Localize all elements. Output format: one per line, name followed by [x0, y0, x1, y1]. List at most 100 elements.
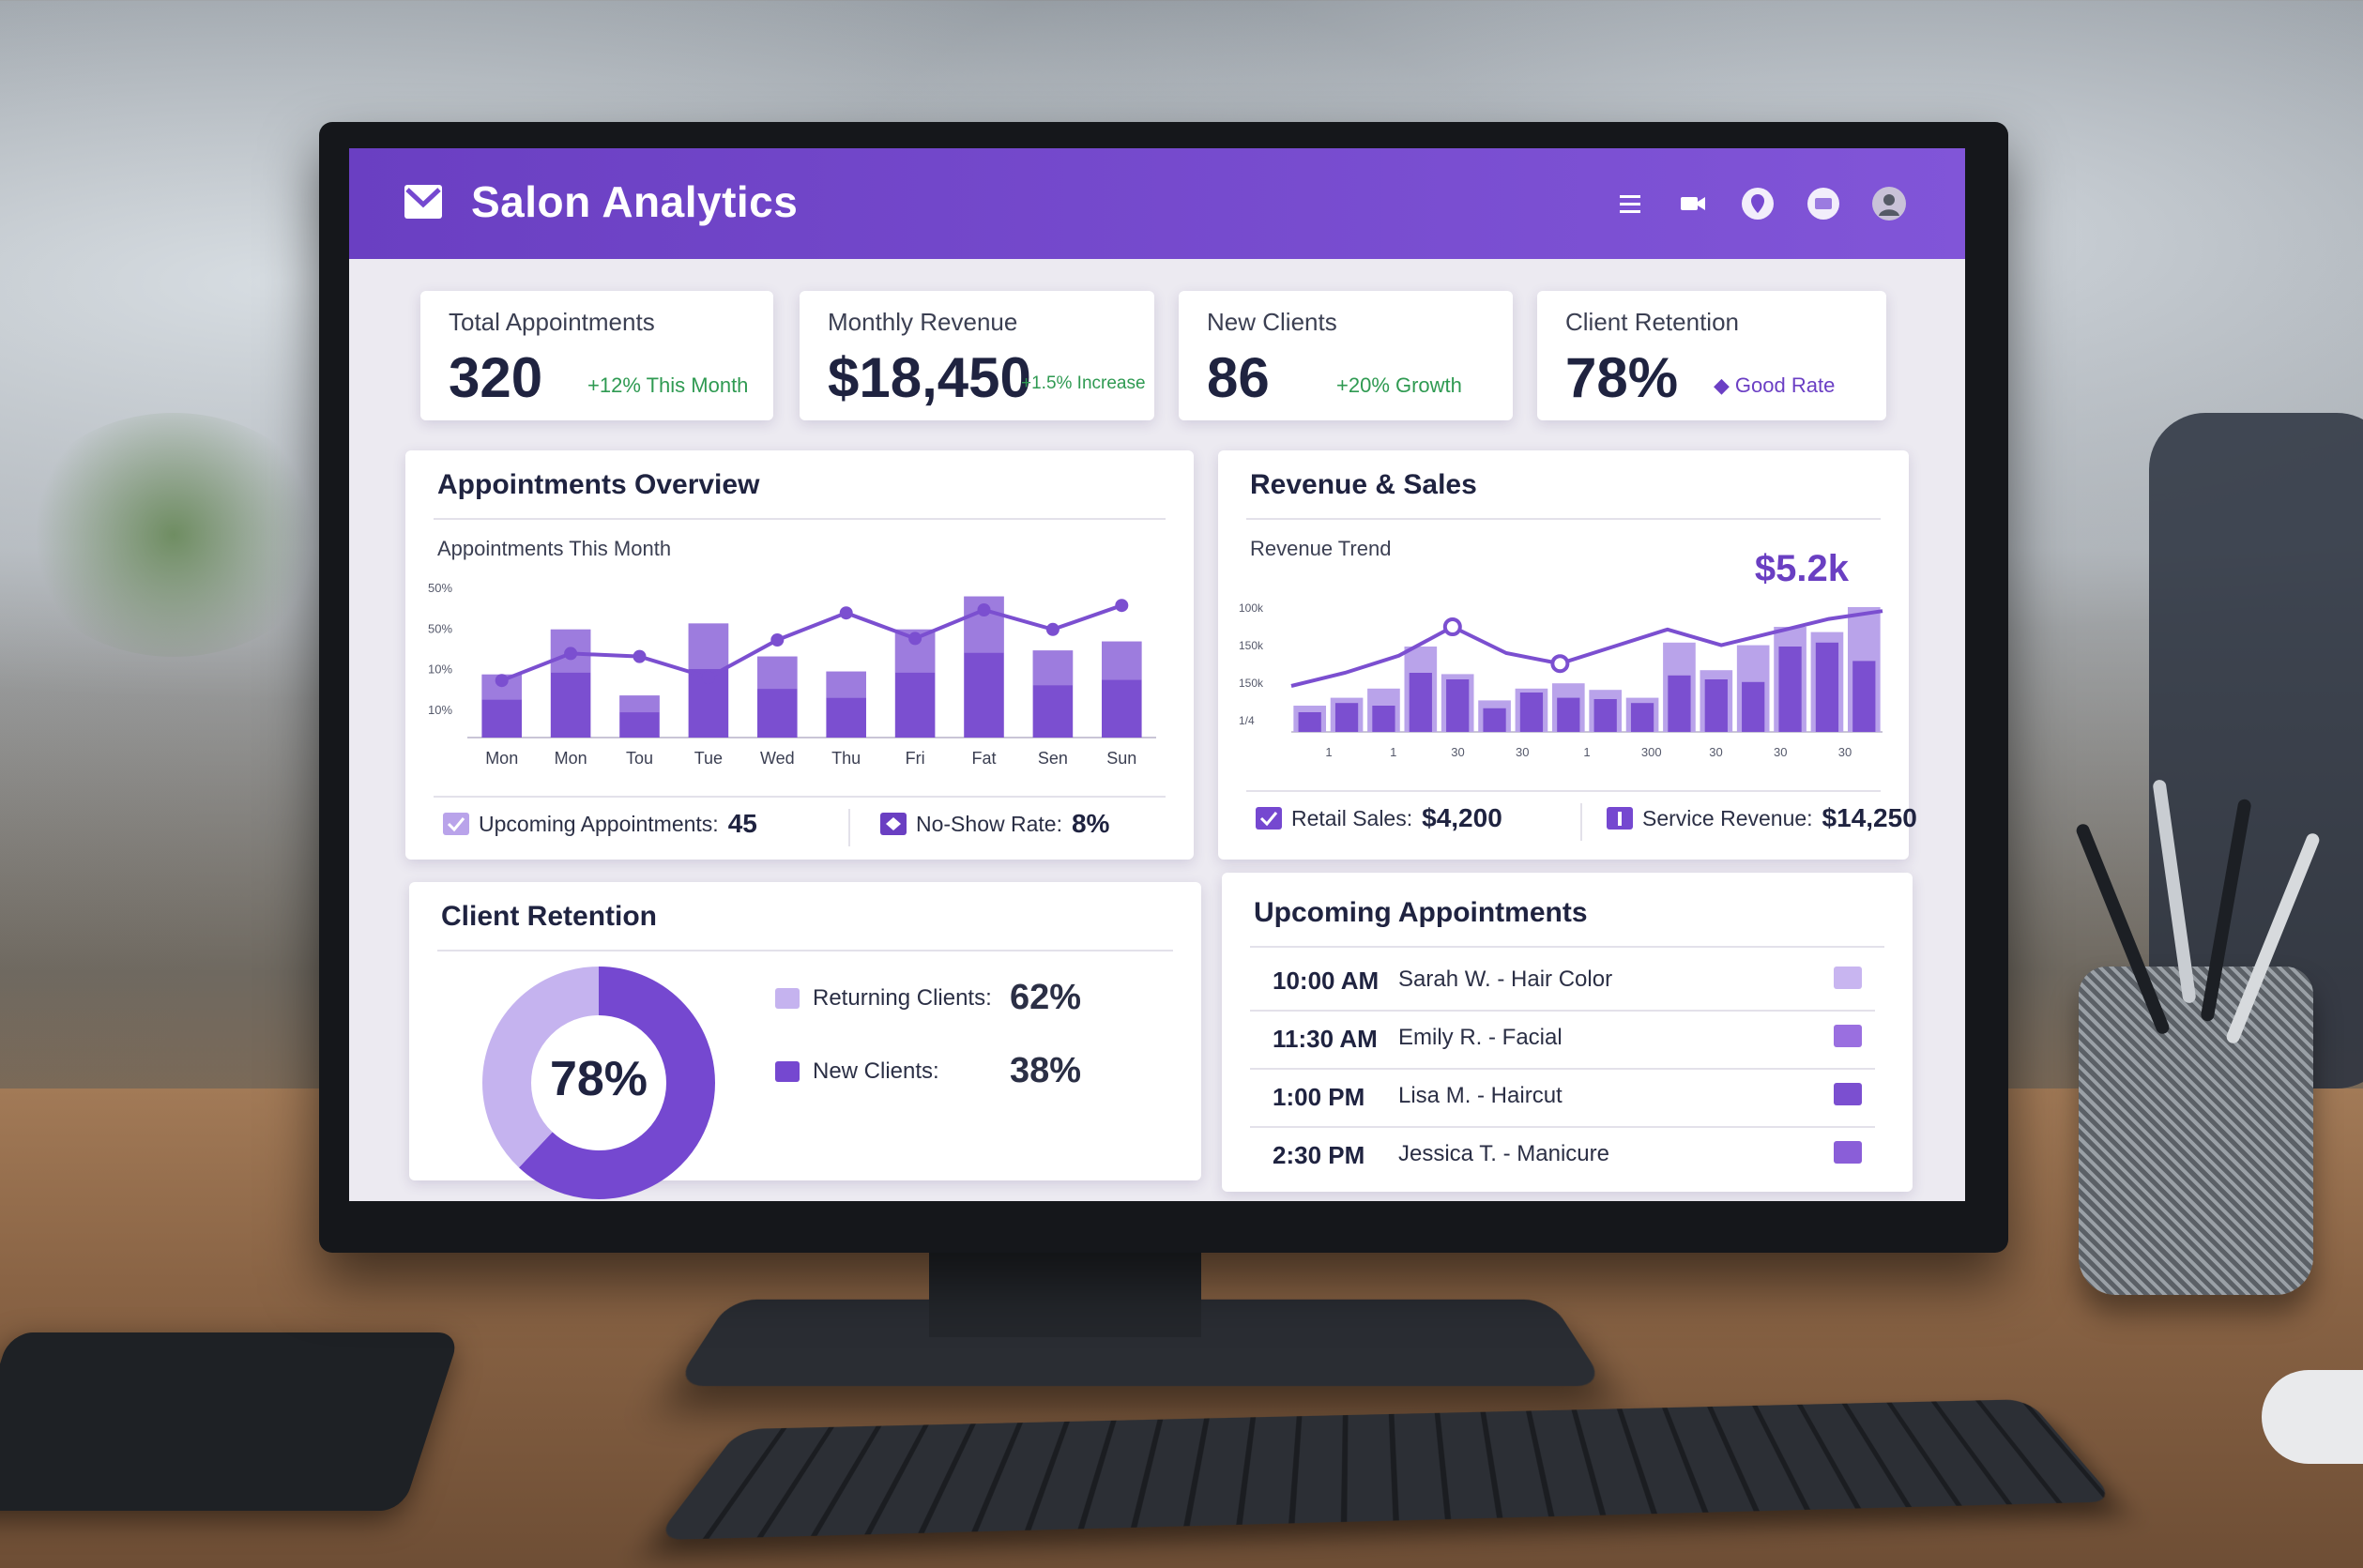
trend-point [978, 603, 991, 617]
appointment-time: 2:30 PM [1273, 1141, 1364, 1170]
x-tick-label: 30 [1774, 745, 1787, 759]
y-tick-label: 10% [428, 703, 452, 717]
bar-dark [1410, 673, 1432, 732]
divider [1246, 790, 1881, 792]
x-tick-label: Fri [906, 749, 925, 768]
donut-center-value: 78% [477, 1051, 721, 1107]
kpi-value: $18,450 [828, 345, 1031, 410]
bar-dark [1705, 679, 1728, 732]
kpi-card-total-appointments[interactable]: Total Appointments 320 +12% This Month [420, 291, 773, 420]
appointment-description: Emily R. - Facial [1398, 1025, 1563, 1051]
x-tick-label: Mon [555, 749, 587, 768]
x-tick-label: Sun [1106, 749, 1136, 768]
retail-label: Retail Sales: [1291, 806, 1412, 831]
kpi-value: 86 [1207, 345, 1270, 410]
check-icon [1256, 807, 1282, 830]
kpi-delta-text: Good Rate [1735, 373, 1835, 398]
trend-point [770, 633, 784, 647]
appointment-row[interactable]: 1:00 PM Lisa M. - Haircut [1250, 1068, 1875, 1128]
appointment-tag[interactable] [1834, 1025, 1862, 1047]
trend-line [502, 605, 1122, 680]
kpi-card-new-clients[interactable]: New Clients 86 +20% Growth [1179, 291, 1513, 420]
no-show-rate-stat: No-Show Rate: 8% [880, 809, 1109, 839]
video-icon[interactable] [1675, 186, 1711, 221]
panel-title: Appointments Overview [437, 469, 759, 501]
revenue-footer: Retail Sales: $4,200 Service Revenue: $1… [1256, 803, 1894, 845]
tablet-device [0, 1332, 461, 1511]
upcoming-appointments-panel: Upcoming Appointments 10:00 AM Sarah W. … [1222, 873, 1913, 1192]
bar-dark [1520, 693, 1543, 732]
upcoming-appointments-stat: Upcoming Appointments: 45 [443, 809, 757, 839]
user-avatar-icon[interactable] [1871, 186, 1907, 221]
appointment-tag[interactable] [1834, 1141, 1862, 1164]
legend-label: New Clients: [813, 1058, 1010, 1085]
message-icon[interactable] [1806, 186, 1841, 221]
x-tick-label: 30 [1451, 745, 1464, 759]
trend-point [1115, 599, 1128, 612]
y-tick-label: 50% [428, 581, 452, 595]
appointment-row[interactable]: 2:30 PM Jessica T. - Manicure [1250, 1126, 1875, 1184]
kpi-delta: +12% This Month [587, 373, 748, 398]
retail-sales-stat: Retail Sales: $4,200 [1256, 803, 1502, 833]
y-tick-label: 150k [1239, 639, 1264, 652]
kpi-label: Total Appointments [449, 308, 655, 337]
diamond-icon: ◆ [1714, 373, 1730, 398]
appointment-tag[interactable] [1834, 1083, 1862, 1105]
y-tick-label: 50% [428, 621, 452, 635]
appointment-time: 11:30 AM [1273, 1025, 1378, 1054]
x-tick-label: 300 [1641, 745, 1662, 759]
trend-point [564, 647, 577, 660]
kpi-value: 78% [1565, 345, 1678, 410]
kpi-delta: +1.5% Increase [1021, 373, 1146, 394]
bar-highlight [689, 623, 729, 669]
appointment-row[interactable]: 11:30 AM Emily R. - Facial [1250, 1010, 1875, 1070]
panel-title: Client Retention [441, 901, 657, 933]
revenue-sales-panel: Revenue & Sales Revenue Trend $5.2k 100k… [1218, 450, 1909, 860]
kpi-label: Monthly Revenue [828, 308, 1017, 337]
bar-dark [1557, 698, 1579, 732]
x-tick-label: Tou [626, 749, 653, 768]
no-show-value: 8% [1072, 809, 1109, 839]
divider [848, 809, 850, 846]
appointment-row[interactable]: 10:00 AM Sarah W. - Hair Color [1250, 951, 1875, 1012]
check-icon [443, 813, 469, 835]
x-tick-label: Tue [694, 749, 723, 768]
appointment-time: 1:00 PM [1273, 1083, 1364, 1112]
y-tick-label: 150k [1239, 677, 1264, 690]
x-tick-label: Fat [971, 749, 996, 768]
bar-highlight [1102, 642, 1142, 680]
y-tick-label: 100k [1239, 601, 1264, 615]
x-tick-label: Wed [760, 749, 795, 768]
location-pin-icon[interactable] [1740, 186, 1776, 221]
x-tick-label: 30 [1709, 745, 1722, 759]
bar-dark [1668, 676, 1690, 732]
appointments-footer: Upcoming Appointments: 45 No-Show Rate: … [443, 809, 1175, 850]
app-title: Salon Analytics [471, 176, 798, 227]
bar-highlight [826, 672, 866, 698]
legend-swatch [775, 988, 800, 1009]
computer-mouse [2262, 1370, 2363, 1464]
divider [437, 950, 1173, 951]
y-tick-label: 1/4 [1239, 714, 1255, 727]
kpi-card-monthly-revenue[interactable]: Monthly Revenue $18,450 +1.5% Increase [800, 291, 1154, 420]
divider [434, 518, 1166, 520]
panel-title: Upcoming Appointments [1254, 897, 1588, 929]
legend-value: 62% [1010, 978, 1081, 1018]
appointments-chart: 50% 50% 10% 10% Mon Mon Tou Tue Wed Thu Fri Fat Sen S… [424, 578, 1175, 775]
legend-label: Returning Clients: [813, 985, 1010, 1012]
warning-icon [880, 813, 907, 835]
bar-dark [1742, 682, 1764, 732]
legend-new-clients: New Clients: 38% [775, 1051, 1081, 1091]
y-tick-label: 10% [428, 662, 452, 677]
appointments-overview-panel: Appointments Overview Appointments This … [405, 450, 1194, 860]
kpi-card-client-retention[interactable]: Client Retention 78% ◆ Good Rate [1537, 291, 1886, 420]
chart-subtitle: Appointments This Month [437, 537, 671, 561]
service-value: $14,250 [1822, 803, 1917, 833]
revenue-chart: 100k150k150k1/41 1 30 30 1 300 30 30 30 [1235, 591, 1892, 779]
bar-chart-icon [1607, 807, 1633, 830]
pen-holder [2079, 967, 2313, 1295]
bar-dark [1446, 679, 1469, 732]
menu-icon[interactable] [1612, 186, 1648, 221]
appointment-tag[interactable] [1834, 967, 1862, 989]
x-tick-label: 1 [1583, 745, 1590, 759]
